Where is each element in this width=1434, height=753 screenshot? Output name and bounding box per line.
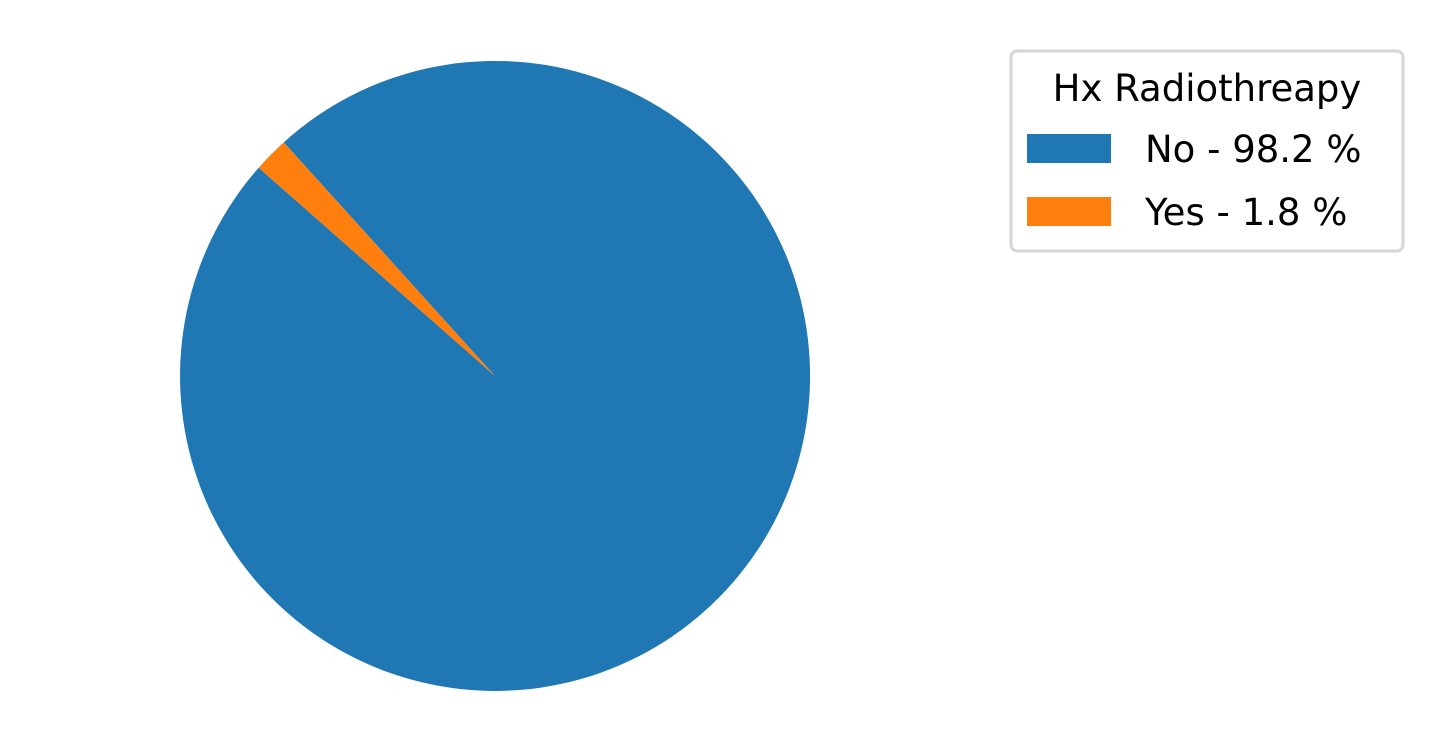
legend-swatch-no (1027, 134, 1111, 163)
legend-label-yes: Yes - 1.8 % (1144, 191, 1347, 234)
pie-slice-yes (258, 142, 495, 376)
pie-slices (180, 60, 811, 691)
legend-swatch-yes (1027, 197, 1111, 226)
legend: Hx Radiothreapy No - 98.2 % Yes - 1.8 % (1009, 49, 1405, 253)
legend-label-no: No - 98.2 % (1145, 128, 1362, 171)
legend-title: Hx Radiothreapy (1053, 67, 1362, 110)
pie-slice-no (180, 60, 811, 691)
legend-entries: No - 98.2 % Yes - 1.8 % (1027, 128, 1362, 234)
